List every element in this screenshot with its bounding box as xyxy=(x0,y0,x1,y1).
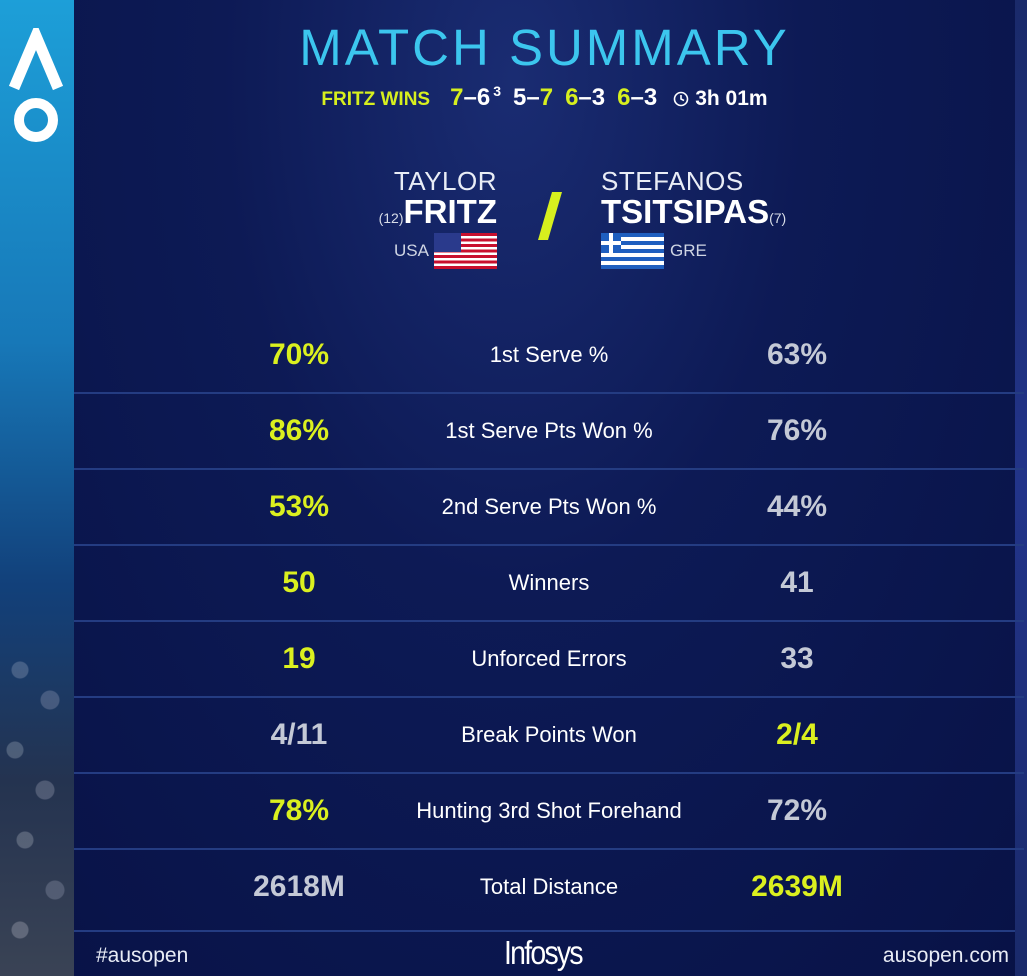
stat-label: 2nd Serve Pts Won % xyxy=(441,494,657,519)
stat-right-value: 44% xyxy=(766,490,828,523)
website-url: ausopen.com xyxy=(882,944,1009,967)
player-left-last-name: FRITZ xyxy=(403,193,497,230)
player-left-name: (12)FRITZ xyxy=(379,193,497,231)
stat-label: 1st Serve % xyxy=(489,342,609,367)
player-right-name: TSITSIPAS(7) xyxy=(601,193,786,231)
player-right-last-name: TSITSIPAS xyxy=(601,193,770,230)
set-score: 6–3 xyxy=(617,84,658,111)
versus-slash xyxy=(538,192,562,240)
stat-right-value: 72% xyxy=(766,794,828,827)
match-duration: 3h 01m xyxy=(695,87,768,110)
stat-right-value: 2639M xyxy=(751,870,843,903)
winner-text: FRITZ WINS xyxy=(321,89,431,110)
stat-row: 53% 2nd Serve Pts Won % 44% xyxy=(74,470,1024,546)
stat-label: 1st Serve Pts Won % xyxy=(445,418,653,443)
stat-label: Total Distance xyxy=(479,874,619,899)
stat-left-value: 4/11 xyxy=(270,718,328,751)
player-left-seed: (12) xyxy=(378,210,404,226)
set-score: 7–6 3 xyxy=(450,83,501,111)
stat-row: 19 Unforced Errors 33 xyxy=(74,622,1024,698)
footer-divider xyxy=(74,930,1015,932)
stat-right-value: 76% xyxy=(766,414,828,447)
stat-row: 70% 1st Serve % 63% xyxy=(74,318,1024,394)
background-strip xyxy=(0,0,74,976)
stat-row: 86% 1st Serve Pts Won % 76% xyxy=(74,394,1024,470)
stat-left-value: 86% xyxy=(268,414,330,447)
hashtag: #ausopen xyxy=(96,944,189,967)
player-left-country: USA xyxy=(394,241,429,260)
stat-right-value: 33 xyxy=(780,642,814,675)
stat-row: 78% Hunting 3rd Shot Forehand 72% xyxy=(74,774,1024,850)
stat-left-value: 53% xyxy=(268,490,330,523)
clock-icon xyxy=(673,91,689,107)
page-title: MATCH SUMMARY xyxy=(299,19,790,76)
stat-row: 4/11 Break Points Won 2/4 xyxy=(74,698,1024,774)
player-right-first-name: STEFANOS xyxy=(601,166,744,196)
stat-right-value: 41 xyxy=(780,566,814,599)
stat-left-value: 70% xyxy=(268,338,330,371)
stat-left-value: 19 xyxy=(282,642,316,675)
background-crowd xyxy=(0,640,74,976)
set-score: 6–3 xyxy=(565,84,606,111)
usa-flag-icon xyxy=(434,233,497,269)
stat-right-value: 63% xyxy=(766,338,828,371)
sponsor-logo: Infosys xyxy=(504,934,584,971)
stat-left-value: 78% xyxy=(268,794,330,827)
match-result: FRITZ WINS 7–6 3 5–7 6–3 6–3 3h 01m xyxy=(74,83,1015,112)
stat-row: 50 Winners 41 xyxy=(74,546,1024,622)
australian-open-logo xyxy=(8,28,64,142)
stat-label: Break Points Won xyxy=(461,722,637,747)
stat-left-value: 50 xyxy=(282,566,316,599)
stat-left-value: 2618M xyxy=(253,870,345,903)
player-right-country: GRE xyxy=(670,241,707,260)
set-score: 5–7 xyxy=(512,84,554,111)
stat-label: Hunting 3rd Shot Forehand xyxy=(416,798,682,823)
stat-label: Unforced Errors xyxy=(471,646,627,671)
player-right-seed: (7) xyxy=(769,210,787,226)
stats-table: 70% 1st Serve % 63% 86% 1st Serve Pts Wo… xyxy=(74,318,1024,924)
background-edge xyxy=(1015,0,1027,976)
stat-row: 2618M Total Distance 2639M xyxy=(74,850,1024,924)
player-left-first-name: TAYLOR xyxy=(393,166,497,196)
stat-right-value: 2/4 xyxy=(776,718,818,751)
greece-flag-icon xyxy=(601,233,664,269)
stat-label: Winners xyxy=(508,570,590,595)
